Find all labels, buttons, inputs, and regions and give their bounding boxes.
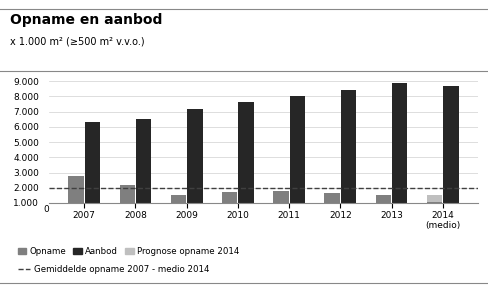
Bar — [376, 195, 391, 218]
Bar — [444, 86, 459, 218]
Bar — [222, 192, 237, 218]
Bar — [273, 191, 288, 218]
Text: 0: 0 — [43, 205, 49, 214]
Bar — [187, 109, 203, 218]
Bar — [85, 122, 100, 218]
Bar — [427, 202, 442, 218]
Text: x 1.000 m² (≥500 m² v.v.o.): x 1.000 m² (≥500 m² v.v.o.) — [10, 36, 144, 46]
Bar — [136, 119, 151, 218]
Bar — [239, 102, 254, 218]
Legend: Opname, Aanbod, Prognose opname 2014: Opname, Aanbod, Prognose opname 2014 — [14, 244, 243, 260]
Bar — [290, 96, 305, 218]
Bar — [341, 90, 356, 218]
Legend: Gemiddelde opname 2007 - medio 2014: Gemiddelde opname 2007 - medio 2014 — [14, 261, 213, 277]
Bar — [325, 193, 340, 218]
Bar — [68, 175, 83, 218]
Bar — [120, 185, 135, 218]
Bar — [171, 195, 186, 218]
Text: Opname en aanbod: Opname en aanbod — [10, 13, 162, 27]
Bar — [427, 195, 442, 202]
Bar — [392, 83, 407, 218]
